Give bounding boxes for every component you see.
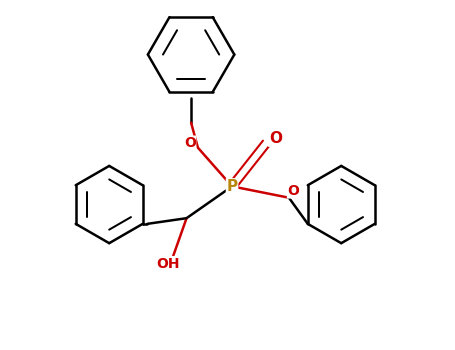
Text: OH: OH — [157, 257, 180, 271]
Text: O: O — [288, 184, 299, 198]
Text: O: O — [184, 136, 196, 150]
Text: O: O — [269, 131, 282, 146]
Text: P: P — [227, 179, 238, 194]
